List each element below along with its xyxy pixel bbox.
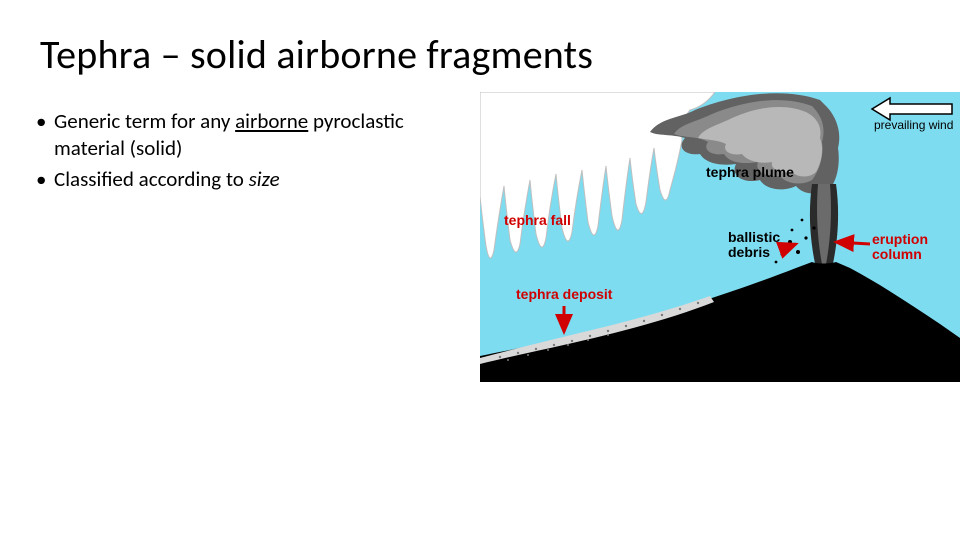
label-column: eruptioncolumn <box>872 232 928 263</box>
label-deposit: tephra deposit <box>516 286 612 302</box>
bullet-list: Generic term for any airborne pyroclasti… <box>36 108 456 197</box>
label-ballistic: ballisticdebris <box>728 230 780 261</box>
slide-title: Tephra – solid airborne fragments <box>40 30 593 79</box>
bullet-1-pre: Generic term for any <box>54 108 235 134</box>
bullet-2-italic: size <box>249 166 280 192</box>
label-wind: prevailing wind <box>874 118 953 132</box>
tephra-diagram: prevailing wind tephra plume tephra fall… <box>480 92 960 382</box>
bullet-2: Classified according to size <box>36 166 456 193</box>
bullet-2-pre: Classified according to <box>54 166 249 192</box>
label-plume: tephra plume <box>706 164 794 180</box>
bullet-1: Generic term for any airborne pyroclasti… <box>36 108 456 162</box>
label-fall: tephra fall <box>504 212 571 228</box>
bullet-1-underline: airborne <box>235 108 308 134</box>
